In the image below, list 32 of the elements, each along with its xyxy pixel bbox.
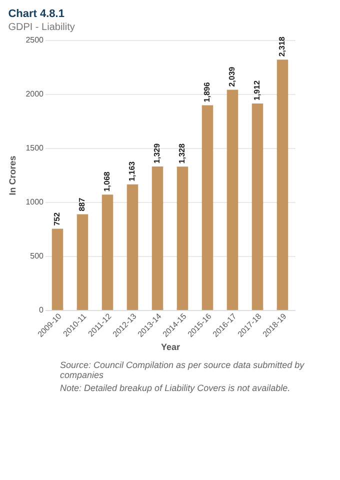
y-axis-title: In Crores [8, 156, 18, 196]
bar [202, 105, 214, 310]
data-label: 1,912 [252, 80, 262, 101]
data-label: 2,318 [278, 36, 286, 57]
data-label: 2,039 [228, 66, 236, 87]
data-label: 887 [78, 197, 86, 212]
y-tick-label: 1500 [26, 144, 44, 152]
data-label: 1,328 [178, 143, 186, 164]
bar [126, 184, 138, 310]
y-tick-label: 0 [39, 306, 44, 314]
y-tick-label: 1000 [26, 198, 44, 206]
bar [226, 90, 238, 310]
bar [252, 104, 264, 310]
chart-subtitle: GDPI - Liability [8, 22, 75, 33]
y-tick-label: 2000 [26, 90, 44, 98]
bar [52, 228, 64, 310]
text: Note: Detailed breakup of Liability Covers is not available. [60, 383, 292, 393]
bar [152, 166, 164, 310]
data-label: 752 [52, 212, 62, 226]
y-tick-label: 2500 [26, 36, 44, 44]
y-tick-label: 500 [30, 252, 44, 260]
data-label: 1,068 [102, 171, 112, 192]
bar [276, 60, 288, 310]
bar [176, 166, 188, 310]
source-note: Source: Council Compilation as per source data submitted by companies [60, 360, 306, 380]
data-label: 1,163 [128, 160, 136, 182]
data-label: 1,329 [152, 142, 162, 164]
bar [76, 214, 88, 310]
bar [102, 194, 114, 310]
data-label: 1,896 [202, 82, 212, 102]
chart-title: Chart 4.8.1 [8, 8, 64, 20]
x-axis-title: Year [160, 342, 180, 352]
